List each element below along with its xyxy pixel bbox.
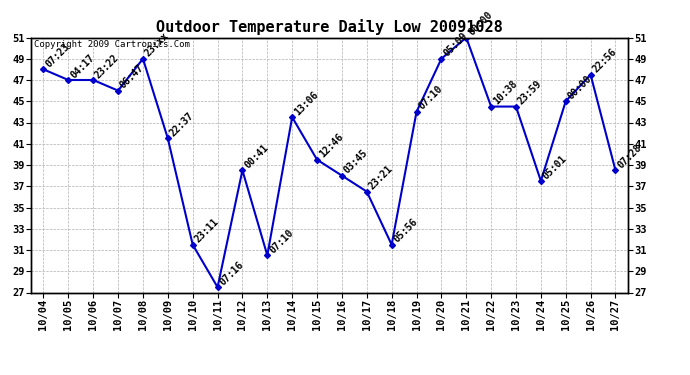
Text: 10:38: 10:38: [491, 79, 519, 106]
Text: 23:22: 23:22: [93, 52, 121, 80]
Text: 23:xx: 23:xx: [143, 31, 171, 59]
Text: 22:56: 22:56: [591, 47, 618, 75]
Text: 23:21: 23:21: [367, 164, 395, 192]
Title: Outdoor Temperature Daily Low 20091028: Outdoor Temperature Daily Low 20091028: [156, 19, 503, 35]
Text: 07:10: 07:10: [267, 228, 295, 255]
Text: 07:16: 07:16: [217, 260, 246, 287]
Text: 00:41: 00:41: [242, 142, 270, 170]
Text: 00:00: 00:00: [466, 10, 494, 38]
Text: 23:11: 23:11: [193, 217, 221, 245]
Text: 13:06: 13:06: [292, 89, 320, 117]
Text: 07:10: 07:10: [417, 84, 444, 112]
Text: 12:46: 12:46: [317, 132, 345, 160]
Text: 23:59: 23:59: [516, 79, 544, 106]
Text: 05:09: 05:09: [442, 31, 469, 59]
Text: 07:28: 07:28: [615, 142, 643, 170]
Text: 05:01: 05:01: [541, 153, 569, 181]
Text: 04:17: 04:17: [68, 52, 96, 80]
Text: 03:45: 03:45: [342, 148, 370, 176]
Text: 00:00: 00:00: [566, 74, 593, 101]
Text: Copyright 2009 Cartronics.Com: Copyright 2009 Cartronics.Com: [34, 40, 190, 49]
Text: 06:47: 06:47: [118, 63, 146, 91]
Text: 22:37: 22:37: [168, 111, 196, 138]
Text: 05:56: 05:56: [392, 217, 420, 245]
Text: 07:23: 07:23: [43, 42, 71, 69]
